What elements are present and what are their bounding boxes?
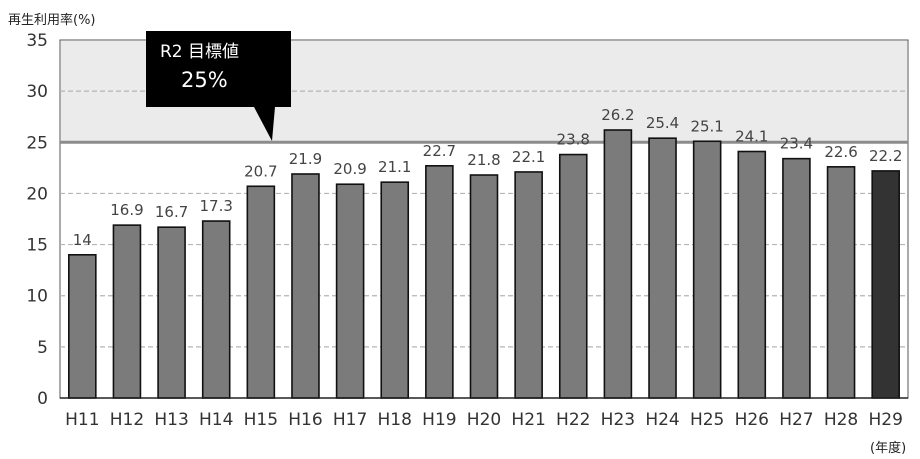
bar-H14	[201, 220, 231, 399]
x-tick-label-H12: H12	[110, 410, 144, 430]
target-callout-box	[146, 31, 291, 141]
y-tick-label: 15	[26, 236, 48, 256]
target-callout: R2 目標値 25%	[146, 31, 291, 141]
value-label-H23: 26.2	[601, 106, 634, 124]
bar-H23	[603, 129, 633, 399]
bar-H12	[112, 224, 142, 399]
value-label-H15: 20.7	[244, 162, 277, 180]
x-tick-label-H23: H23	[601, 410, 635, 430]
x-tick-label-H16: H16	[288, 410, 322, 430]
bar-H21	[514, 171, 543, 399]
y-tick-label: 5	[37, 338, 48, 358]
target-callout-value: 25%	[181, 68, 228, 92]
x-tick-label-H15: H15	[244, 410, 278, 430]
value-label-H11: 14	[73, 231, 92, 249]
value-label-H14: 17.3	[200, 197, 233, 215]
x-axis-unit: (年度)	[870, 440, 906, 456]
bar-H24	[648, 137, 677, 399]
y-tick-label: 20	[26, 184, 48, 204]
x-tick-label-H14: H14	[199, 410, 233, 430]
x-tick-label-H22: H22	[556, 410, 590, 430]
bar-H27	[782, 157, 811, 399]
value-label-H26: 24.1	[735, 127, 768, 145]
value-label-H12: 16.9	[110, 201, 143, 219]
value-labels: 14 16.9 16.7 17.3 20.7 21.9 20.9 21.1 22.7 21.8 22…	[73, 106, 903, 249]
value-label-H17: 20.9	[333, 160, 366, 178]
bar-H13	[157, 226, 186, 399]
bar-H17	[335, 183, 365, 399]
y-tick-label: 0	[37, 389, 48, 409]
x-tick-label-H28: H28	[824, 410, 858, 430]
value-label-H22: 23.8	[557, 131, 590, 149]
bar-H19	[425, 165, 454, 399]
bar-H28	[826, 166, 856, 399]
bars	[68, 129, 900, 399]
bar-H11	[68, 254, 97, 399]
x-tick-label-H18: H18	[378, 410, 412, 430]
bar-H22	[558, 153, 588, 399]
x-tick-label-H24: H24	[645, 410, 679, 430]
y-axis-title: 再生利用率(%)	[8, 12, 96, 28]
x-tick-label-H20: H20	[467, 410, 501, 430]
x-tick-label-H29: H29	[868, 410, 902, 430]
value-label-H16: 21.9	[289, 150, 322, 168]
x-tick-label-H27: H27	[779, 410, 813, 430]
x-tick-label-H26: H26	[735, 410, 769, 430]
value-label-H25: 25.1	[690, 117, 723, 135]
value-label-H24: 25.4	[646, 114, 679, 132]
value-label-H29: 22.2	[869, 147, 902, 165]
x-tick-label-H13: H13	[154, 410, 188, 430]
value-label-H21: 22.1	[512, 148, 545, 166]
bar-H25	[692, 140, 722, 399]
x-tick-label-H17: H17	[333, 410, 367, 430]
x-tick-label-H21: H21	[511, 410, 545, 430]
bar-H15	[246, 185, 276, 399]
x-tick-label-H11: H11	[65, 410, 99, 430]
value-label-H13: 16.7	[155, 203, 188, 221]
bar-H18	[380, 181, 410, 399]
y-tick-label: 35	[26, 31, 48, 51]
x-axis-ticks: H11 H12 H13 H14 H15 H16 H17 H18 H19 H20 H21 H22 H23 H…	[65, 410, 903, 430]
y-tick-label: 10	[26, 287, 48, 307]
value-label-H28: 22.6	[824, 143, 857, 161]
bar-H26	[737, 150, 767, 399]
x-tick-label-H25: H25	[690, 410, 724, 430]
value-label-H27: 23.4	[780, 135, 813, 153]
y-tick-label: 25	[26, 133, 48, 153]
bar-H20	[469, 174, 499, 399]
value-label-H18: 21.1	[378, 158, 411, 176]
value-label-H19: 22.7	[423, 142, 456, 160]
y-axis-ticks: 0 5 10 15 20 25 30 35	[26, 31, 48, 409]
x-tick-label-H19: H19	[422, 410, 456, 430]
target-callout-label: R2 目標値	[160, 42, 239, 62]
bar-H16	[291, 173, 320, 399]
y-tick-label: 30	[26, 82, 48, 102]
value-label-H20: 21.8	[467, 151, 500, 169]
bar-H29	[871, 170, 900, 399]
